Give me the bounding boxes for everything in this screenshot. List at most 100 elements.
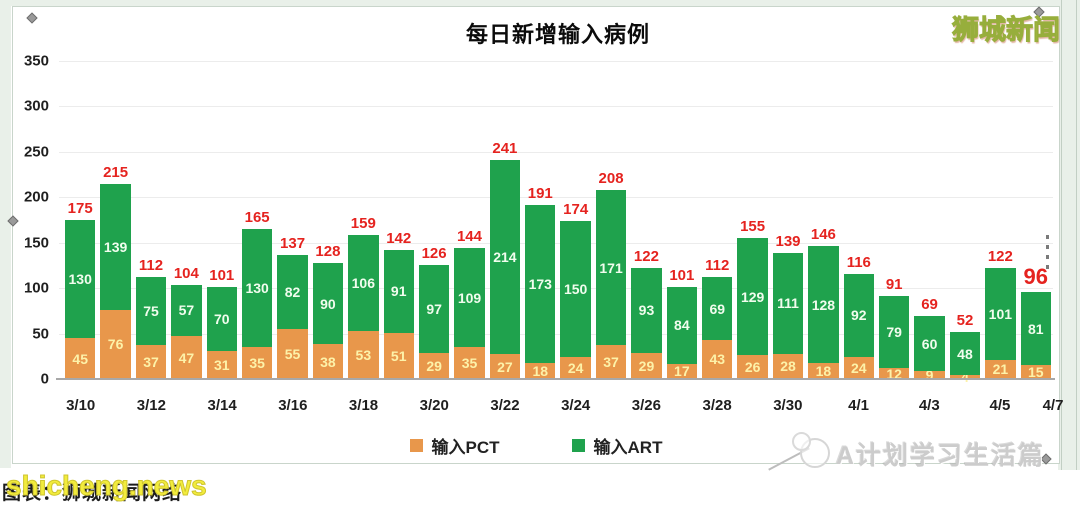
- bar-3/24[interactable]: 24 150 174: [560, 61, 591, 379]
- bar-3/21[interactable]: 35 109 144: [454, 61, 485, 379]
- bar-3/20[interactable]: 29 97 126: [418, 61, 450, 379]
- bar-3/29[interactable]: 26 129 155: [737, 61, 768, 379]
- pct-segment-3/28[interactable]: 43: [702, 339, 733, 379]
- bars-container: 45 130 175 76 139 215 37 75 112 47 57 104 31 70 101 35 1…: [63, 61, 1053, 384]
- pct-segment-3/11[interactable]: 76: [100, 309, 131, 379]
- art-segment-3/31[interactable]: 128: [808, 246, 839, 363]
- gridline-50: [59, 333, 1053, 335]
- art-segment-3/16[interactable]: 82: [277, 254, 308, 330]
- bar-3/10[interactable]: 45 130 175: [65, 61, 96, 379]
- art-segment-3/18[interactable]: 106: [348, 234, 379, 331]
- pct-segment-3/21[interactable]: 35: [454, 347, 485, 379]
- art-segment-3/23[interactable]: 173: [525, 205, 556, 363]
- art-segment-4/6[interactable]: 81: [1020, 291, 1051, 366]
- bar-3/28[interactable]: 43 69 112: [702, 61, 733, 379]
- pct-segment-3/10[interactable]: 45: [65, 338, 96, 379]
- pct-segment-3/24[interactable]: 24: [560, 357, 591, 379]
- bar-3/27[interactable]: 17 84 101: [666, 61, 698, 379]
- pct-segment-3/14[interactable]: 31: [206, 350, 237, 379]
- bar-4/1[interactable]: 24 92 116: [843, 61, 874, 379]
- art-segment-3/28[interactable]: 69: [702, 277, 733, 340]
- bar-4/6[interactable]: 15 81 96: [1020, 61, 1051, 379]
- y-tick-300: 300: [23, 97, 49, 115]
- pct-segment-4/4[interactable]: 4: [949, 371, 981, 384]
- art-segment-3/24[interactable]: 150: [560, 220, 591, 358]
- pct-segment-3/15[interactable]: 35: [241, 347, 273, 379]
- art-segment-3/19[interactable]: 91: [383, 250, 414, 333]
- bar-3/23[interactable]: 18 173 191: [525, 61, 556, 379]
- bar-3/19[interactable]: 51 91 142: [383, 61, 414, 379]
- pct-segment-3/19[interactable]: 51: [383, 332, 414, 379]
- bar-3/26[interactable]: 29 93 122: [631, 61, 662, 379]
- art-segment-3/12[interactable]: 75: [135, 277, 167, 346]
- bar-3/17[interactable]: 38 90 128: [312, 61, 344, 379]
- art-segment-3/17[interactable]: 90: [312, 262, 344, 345]
- art-segment-4/5[interactable]: 101: [985, 268, 1016, 360]
- pct-segment-4/2[interactable]: 12: [878, 367, 910, 380]
- bar-4/4[interactable]: 448 52: [949, 61, 981, 384]
- art-segment-4/3[interactable]: 60: [914, 316, 945, 371]
- pct-segment-3/12[interactable]: 37: [135, 345, 167, 379]
- bar-4/2[interactable]: 12 79 91: [878, 61, 910, 380]
- pct-segment-4/3[interactable]: 9: [914, 368, 945, 382]
- bar-3/11[interactable]: 76 139 215: [100, 61, 131, 379]
- bar-4/3[interactable]: 9 60 69: [914, 61, 945, 382]
- art-segment-3/10[interactable]: 130: [65, 220, 96, 339]
- art-segment-3/25[interactable]: 171: [595, 190, 627, 346]
- resize-grip[interactable]: [1046, 235, 1050, 269]
- pct-segment-3/20[interactable]: 29: [418, 352, 450, 379]
- window-edge-line: [1076, 0, 1077, 470]
- bar-3/12[interactable]: 37 75 112: [135, 61, 167, 379]
- pct-segment-4/6[interactable]: 15: [1020, 365, 1051, 379]
- art-segment-3/30[interactable]: 111: [772, 252, 804, 354]
- chart-object[interactable]: 每日新增输入病例 0 50 100 150 200 250 300 350 45 130 175 7…: [7, 6, 1063, 465]
- pct-segment-3/26[interactable]: 29: [631, 352, 662, 379]
- pct-segment-3/17[interactable]: 38: [312, 344, 344, 379]
- pct-segment-3/25[interactable]: 37: [595, 345, 627, 379]
- pct-segment-4/5[interactable]: 21: [985, 359, 1016, 379]
- pct-segment-3/23[interactable]: 18: [525, 362, 556, 379]
- bar-4/5[interactable]: 21 101 122: [985, 61, 1016, 379]
- pct-segment-3/16[interactable]: 55: [277, 329, 308, 379]
- legend-item-pct[interactable]: 输入PCT: [409, 433, 500, 458]
- legend-item-art[interactable]: 输入ART: [571, 433, 662, 458]
- art-segment-3/22[interactable]: 214: [489, 160, 521, 355]
- art-segment-3/14[interactable]: 70: [206, 287, 237, 351]
- bar-3/14[interactable]: 31 70 101: [206, 61, 237, 379]
- art-segment-4/2[interactable]: 79: [878, 296, 910, 369]
- art-segment-3/20[interactable]: 97: [418, 264, 450, 353]
- bar-3/31[interactable]: 18 128 146: [808, 61, 839, 379]
- art-segment-4/4[interactable]: 48: [949, 331, 981, 376]
- total-label-3/24: 174: [563, 200, 589, 218]
- pct-segment-3/30[interactable]: 28: [772, 353, 804, 379]
- pct-segment-3/13[interactable]: 47: [171, 336, 202, 379]
- bar-3/15[interactable]: 35 130 165: [241, 61, 273, 379]
- watermark-shicheng-logo: 狮城新闻: [952, 15, 1061, 46]
- y-tick-150: 150: [23, 234, 49, 252]
- art-segment-3/15[interactable]: 130: [241, 229, 273, 348]
- art-segment-3/29[interactable]: 129: [737, 238, 768, 356]
- bar-3/18[interactable]: 53 106 159: [348, 61, 379, 379]
- bar-3/13[interactable]: 47 57 104: [171, 61, 202, 379]
- total-label-4/1: 116: [846, 253, 871, 271]
- total-label-3/25: 208: [598, 170, 624, 188]
- art-segment-3/27[interactable]: 84: [666, 287, 698, 364]
- art-segment-3/26[interactable]: 93: [631, 268, 662, 353]
- bar-3/22[interactable]: 27 214 241: [489, 61, 521, 379]
- bar-3/30[interactable]: 28 111 139: [772, 61, 804, 379]
- pct-segment-4/1[interactable]: 24: [843, 357, 874, 379]
- pct-segment-3/31[interactable]: 18: [808, 362, 839, 379]
- art-segment-3/13[interactable]: 57: [171, 284, 202, 337]
- art-segment-4/1[interactable]: 92: [843, 273, 874, 358]
- pct-segment-3/18[interactable]: 53: [348, 330, 379, 379]
- art-segment-3/11[interactable]: 139: [100, 183, 131, 310]
- bar-3/16[interactable]: 55 82 137: [277, 61, 308, 379]
- x-tick-3/20: 3/20: [419, 397, 449, 414]
- x-axis-labels: 3/10 3/12 3/14 3/16 3/18 3/20 3/22 3/24 3/26 3/28…: [63, 397, 1063, 419]
- art-segment-3/21[interactable]: 109: [454, 248, 485, 348]
- pct-segment-3/27[interactable]: 17: [666, 363, 698, 379]
- total-label-3/29: 155: [740, 218, 766, 236]
- bar-3/25[interactable]: 37 171 208: [595, 61, 627, 379]
- pct-segment-3/29[interactable]: 26: [737, 355, 768, 379]
- pct-segment-3/22[interactable]: 27: [489, 354, 521, 379]
